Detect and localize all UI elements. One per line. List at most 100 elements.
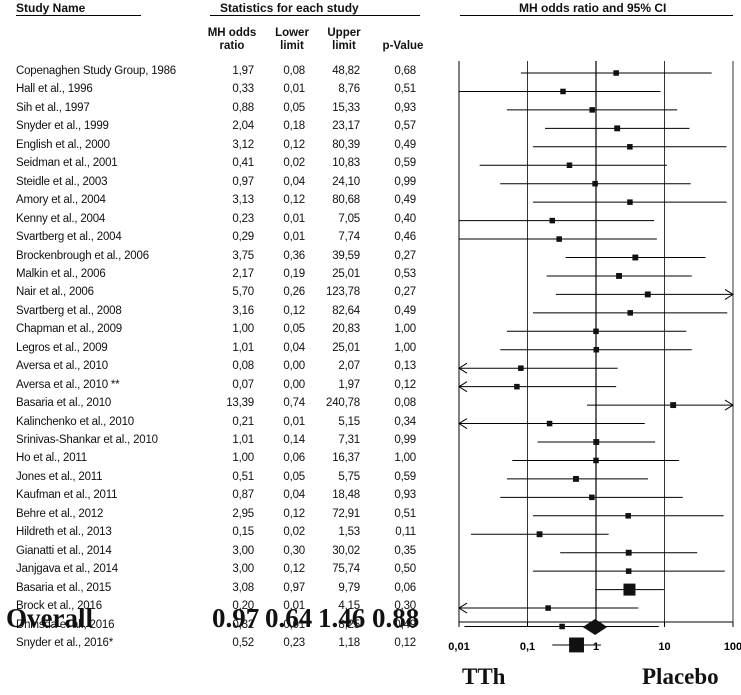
- study-square: [625, 549, 632, 556]
- table-row: Jones et al., 2011 0,51 0,05 5,75 0,59: [0, 471, 741, 490]
- upper-limit: 123,78: [326, 286, 360, 299]
- lower-limit: 0,05: [283, 101, 305, 114]
- study-name: Chapman et al., 2009: [16, 323, 122, 336]
- lower-limit: 0,97: [283, 581, 305, 594]
- odds-ratio: 0,29: [232, 231, 254, 244]
- study-name: Brockenbrough et al., 2006: [16, 249, 149, 262]
- table-row: Amory et al., 2004 3,13 0,12 80,68 0,49: [0, 194, 741, 213]
- lower-limit: 0,01: [283, 83, 305, 96]
- upper-limit: 48,82: [332, 65, 360, 77]
- lower-limit: 0,04: [283, 341, 305, 354]
- study-name: Amory et al., 2004: [16, 194, 106, 207]
- odds-ratio: 5,70: [232, 286, 254, 299]
- odds-ratio: 0,23: [232, 212, 254, 225]
- study-square: [566, 162, 573, 169]
- odds-ratio: 0,51: [232, 470, 254, 483]
- table-row: Dhinsda et al., 2016 0,32 0,01 8,25 0,49: [0, 619, 741, 638]
- odds-ratio: 3,00: [232, 544, 254, 557]
- overall-or: 0.97: [212, 603, 260, 633]
- upper-limit: 7,31: [338, 434, 360, 446]
- p-value: 0,59: [394, 470, 416, 483]
- odds-ratio: 0,88: [232, 101, 254, 114]
- table-row: Janjgava et al., 2014 3,00 0,12 75,74 0,50: [0, 563, 741, 582]
- odds-ratio: 3,75: [232, 249, 254, 262]
- p-value: 0,99: [394, 434, 416, 446]
- table-row: Copenaghen Study Group, 1986 1,97 0,08 48,8…: [0, 65, 741, 84]
- study-square: [593, 457, 599, 464]
- study-square: [613, 70, 619, 76]
- study-name: Ho et al., 2011: [16, 452, 87, 465]
- upper-limit: 25,01: [332, 267, 360, 280]
- odds-ratio: 2,17: [232, 267, 254, 280]
- ci-arrow-left: [458, 381, 468, 393]
- x-tick-label: 100: [724, 641, 741, 653]
- lower-limit: 0,05: [283, 470, 305, 483]
- table-row: Aversa et al., 2010 0,08 0,00 2,07 0,13: [0, 360, 741, 379]
- lower-limit: 0,04: [283, 489, 305, 502]
- table-row: Kenny et al., 2004 0,23 0,01 7,05 0,40: [0, 213, 741, 232]
- upper-limit: 72,91: [332, 507, 360, 520]
- lower-limit: 0,04: [283, 175, 305, 188]
- p-value: 0,59: [394, 157, 416, 170]
- table-row: Svartberg et al., 2004 0,29 0,01 7,74 0,46: [0, 231, 741, 250]
- p-value: 0,30: [394, 600, 416, 613]
- p-value: 0,12: [394, 636, 416, 649]
- study-name-underline: [16, 15, 141, 16]
- table-row: Kaufman et al., 2011 0,87 0,04 18,48 0,93: [0, 489, 741, 508]
- odds-ratio: 0,21: [232, 415, 254, 428]
- upper-limit: 24,10: [332, 175, 360, 188]
- study-square: [614, 125, 621, 132]
- study-name: Aversa et al., 2010: [16, 360, 108, 373]
- study-name: Legros et al., 2009: [16, 341, 108, 354]
- p-value: 1,00: [394, 452, 416, 465]
- lower-limit: 0,12: [283, 138, 305, 151]
- table-row: Nair et al., 2006 5,70 0,26 123,78 0,27: [0, 286, 741, 305]
- table-row: Aversa et al., 2010 ** 0,07 0,00 1,97 0,12: [0, 379, 741, 398]
- x-tick-label: 1: [593, 641, 599, 653]
- study-name: Svartberg et al., 2004: [16, 231, 122, 244]
- study-name: Kalinchenko et al., 2010: [16, 415, 134, 428]
- p-value: 0,06: [394, 581, 416, 594]
- odds-ratio: 0,07: [232, 378, 254, 391]
- x-tick-label: 0,01: [448, 641, 469, 653]
- p-value: 0,27: [394, 286, 416, 299]
- study-name: Dhinsda et al., 2016: [16, 618, 115, 631]
- upper-limit: 1,53: [338, 526, 360, 539]
- study-name: Kaufman et al., 2011: [16, 489, 118, 502]
- study-name: Malkin et al., 2006: [16, 267, 106, 280]
- lower-limit: 0,02: [283, 526, 305, 539]
- table-row: Steidle et al., 2003 0,97 0,04 24,10 0,99: [0, 176, 741, 195]
- study-square: [593, 328, 599, 335]
- p-value: 0,49: [394, 618, 416, 631]
- p-value: 0,40: [394, 212, 416, 225]
- odds-ratio: 0,32: [232, 618, 254, 631]
- upper-limit: 10,83: [332, 157, 360, 170]
- study-square: [627, 144, 633, 150]
- overall-upper: 1.46: [318, 603, 366, 633]
- table-row: Basaria et al., 2015 3,08 0,97 9,79 0,06: [0, 582, 741, 601]
- lower-limit: 0,01: [283, 618, 305, 631]
- lower-limit: 0,02: [283, 157, 305, 170]
- study-name: Steidle et al., 2003: [16, 175, 108, 188]
- upper-limit: 7,05: [338, 212, 360, 225]
- odds-ratio: 1,01: [232, 341, 254, 354]
- upper-limit: 82,64: [332, 304, 360, 317]
- favours-tth-label: TTh: [462, 664, 506, 689]
- study-square: [545, 605, 551, 611]
- upper-limit: 30,02: [332, 544, 360, 557]
- study-square: [644, 291, 651, 298]
- lower-limit: 0,05: [283, 323, 305, 336]
- p-value: 0,68: [394, 65, 416, 77]
- lower-limit: 0,00: [283, 378, 305, 391]
- lower-limit: 0,06: [283, 452, 305, 465]
- study-name: Basaria et al., 2015: [16, 581, 112, 594]
- table-row: Kalinchenko et al., 2010 0,21 0,01 5,15 0,34: [0, 416, 741, 435]
- table-row: Brockenbrough et al., 2006 3,75 0,36 39,59 0…: [0, 250, 741, 269]
- overall-p: 0.88: [372, 603, 420, 633]
- x-tick-label: 0,1: [520, 641, 535, 653]
- p-value: 0,51: [394, 507, 416, 520]
- upper-limit: 1,97: [338, 378, 360, 391]
- favours-placebo-label: Placebo: [642, 664, 719, 689]
- upper-limit: 20,83: [332, 323, 360, 336]
